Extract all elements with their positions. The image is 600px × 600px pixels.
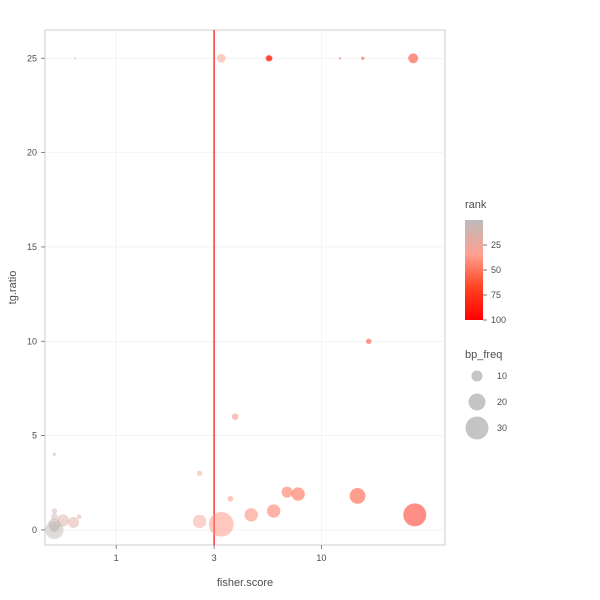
plot-panel (45, 30, 445, 545)
data-point (197, 471, 203, 477)
rank-colorbar (465, 220, 483, 320)
bpfreq-legend-label: 30 (497, 423, 507, 433)
data-point (209, 512, 234, 537)
bpfreq-legend-point (466, 417, 489, 440)
data-point (245, 508, 258, 521)
scatter-plot: 13100510152025fisher.scoretg.ratiorank25… (0, 0, 600, 600)
data-point (217, 54, 226, 63)
bpfreq-legend-label: 10 (497, 371, 507, 381)
y-tick-label: 10 (27, 336, 37, 346)
data-point (51, 513, 58, 520)
rank-legend-label: 25 (491, 240, 501, 250)
rank-legend-title: rank (465, 199, 487, 211)
y-tick-label: 15 (27, 242, 37, 252)
data-point (77, 515, 81, 519)
data-point (52, 508, 58, 514)
y-tick-label: 0 (32, 525, 37, 535)
data-point (53, 453, 56, 456)
x-tick-label: 3 (212, 553, 217, 563)
data-point (267, 56, 273, 62)
chart-container: { "chart": { "type": "scatter", "width":… (0, 0, 600, 600)
data-point (193, 515, 206, 528)
y-axis-title: tg.ratio (7, 271, 19, 305)
bpfreq-legend-point (472, 371, 483, 382)
data-point (408, 53, 418, 63)
y-tick-label: 5 (32, 431, 37, 441)
rank-legend-label: 100 (491, 315, 506, 325)
rank-legend-label: 50 (491, 265, 501, 275)
data-point (68, 517, 79, 528)
y-tick-label: 25 (27, 53, 37, 63)
bpfreq-legend-label: 20 (497, 397, 507, 407)
x-axis-title: fisher.score (217, 577, 273, 589)
data-point (403, 503, 426, 526)
data-point (366, 339, 372, 345)
data-point (228, 496, 234, 502)
bpfreq-legend-point (469, 394, 486, 411)
data-point (291, 487, 304, 500)
data-point (350, 488, 366, 504)
x-tick-label: 1 (114, 553, 119, 563)
rank-legend-label: 75 (491, 290, 501, 300)
x-tick-label: 10 (316, 553, 326, 563)
data-point (361, 57, 364, 60)
data-point (282, 487, 293, 498)
data-point (267, 504, 280, 517)
data-point (74, 57, 76, 59)
data-point (57, 514, 69, 526)
y-tick-label: 20 (27, 148, 37, 158)
data-point (232, 413, 239, 420)
data-point (339, 57, 341, 59)
bpfreq-legend-title: bp_freq (465, 349, 502, 361)
